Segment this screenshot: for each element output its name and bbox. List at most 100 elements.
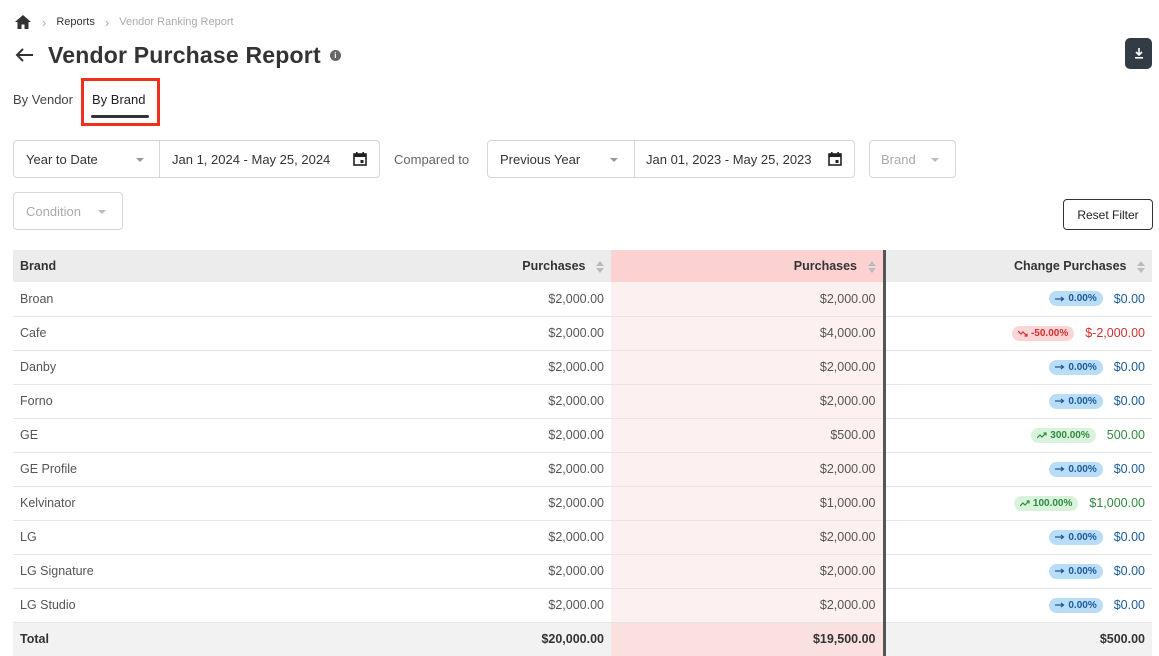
- change-percent: -50.00%: [1030, 327, 1069, 339]
- purchases-current-cell: $2,000.00: [314, 520, 611, 555]
- change-percent-badge: 0.00%: [1049, 461, 1103, 477]
- table-row[interactable]: GE $2,000.00 $500.00 300.00% 500.00: [13, 418, 1152, 453]
- change-percent-badge: 0.00%: [1049, 597, 1103, 613]
- total-change: $500.00: [884, 622, 1152, 656]
- change-cell: 0.00% $0.00: [884, 350, 1152, 385]
- change-amount: $0.00: [1113, 291, 1145, 306]
- period-select[interactable]: Year to Date: [13, 140, 160, 178]
- change-amount: $0.00: [1113, 462, 1145, 476]
- brand-placeholder: Brand: [881, 151, 916, 167]
- brand-cell: GE Profile: [13, 452, 314, 487]
- purchases-previous-cell: $2,000.00: [611, 452, 886, 487]
- change-percent-badge: 0.00%: [1049, 529, 1103, 545]
- column-header-purchases-previous[interactable]: Purchases: [611, 250, 886, 282]
- download-button[interactable]: [1125, 38, 1152, 69]
- purchases-current-cell: $2,000.00: [314, 486, 611, 521]
- change-percent-badge: -50.00%: [1011, 325, 1075, 341]
- brand-cell: GE: [13, 418, 314, 453]
- table-row[interactable]: LG $2,000.00 $2,000.00 0.00% $0.00: [13, 520, 1152, 555]
- change-amount: $0.00: [1113, 394, 1145, 408]
- purchases-previous-cell: $2,000.00: [611, 350, 886, 385]
- purchases-previous-cell: $2,000.00: [611, 588, 886, 623]
- table-header-row: Brand Purchases Purchases Change Purchas…: [13, 250, 1152, 282]
- table-row[interactable]: Kelvinator $2,000.00 $1,000.00 100.00% $1,00…: [13, 486, 1152, 521]
- column-label: Purchases: [793, 259, 858, 273]
- change-percent-badge: 0.00%: [1049, 393, 1103, 409]
- caret-down-icon: [931, 158, 939, 162]
- purchases-previous-cell: $2,000.00: [611, 282, 886, 317]
- purchases-current-cell: $2,000.00: [314, 282, 611, 317]
- purchases-current-cell: $2,000.00: [314, 316, 611, 351]
- sort-icon[interactable]: [596, 260, 604, 273]
- trend-flat-icon: [1055, 568, 1065, 574]
- change-amount: $1,000.00: [1089, 496, 1145, 510]
- brand-cell: LG: [13, 520, 314, 555]
- download-icon: [1134, 48, 1143, 59]
- table-row[interactable]: GE Profile $2,000.00 $2,000.00 0.00% $0.00: [13, 452, 1152, 487]
- change-percent: 0.00%: [1068, 361, 1097, 373]
- change-percent-badge: 0.00%: [1049, 291, 1103, 307]
- table-row[interactable]: Cafe $2,000.00 $4,000.00 -50.00% $-2,000.00: [13, 316, 1152, 351]
- column-header-purchases-current[interactable]: Purchases: [314, 250, 611, 282]
- change-percent-badge: 0.00%: [1049, 359, 1103, 375]
- brand-cell: Kelvinator: [13, 486, 314, 521]
- table-row[interactable]: LG Signature $2,000.00 $2,000.00 0.00% $0.00: [13, 554, 1152, 589]
- purchases-previous-cell: $4,000.00: [611, 316, 886, 351]
- highlight-box: By Brand: [81, 78, 160, 126]
- change-percent: 0.00%: [1068, 565, 1097, 577]
- breadcrumb: › Reports › Vendor Ranking Report: [14, 13, 234, 31]
- period-value: Year to Date: [26, 151, 98, 167]
- reset-filter-button[interactable]: Reset Filter: [1063, 199, 1153, 230]
- sort-icon[interactable]: [1137, 260, 1145, 273]
- purchases-current-cell: $2,000.00: [314, 384, 611, 419]
- compare-date-range-picker[interactable]: Jan 01, 2023 - May 25, 2023: [634, 140, 855, 178]
- sort-icon[interactable]: [867, 260, 876, 273]
- change-percent: 0.00%: [1068, 293, 1097, 305]
- compare-period-value: Previous Year: [500, 151, 581, 167]
- purchases-current-cell: $2,000.00: [314, 452, 611, 487]
- change-amount: $0.00: [1113, 564, 1145, 578]
- table-row[interactable]: Danby $2,000.00 $2,000.00 0.00% $0.00: [13, 350, 1152, 385]
- compare-period-select[interactable]: Previous Year: [487, 140, 635, 178]
- change-cell: 0.00% $0.00: [884, 452, 1152, 487]
- change-amount: $0.00: [1113, 360, 1145, 374]
- table-row[interactable]: Forno $2,000.00 $2,000.00 0.00% $0.00: [13, 384, 1152, 419]
- page-title: Vendor Purchase Report: [48, 41, 321, 68]
- brand-purchase-table: Brand Purchases Purchases Change Purchas…: [13, 250, 1152, 656]
- chevron-right-icon: ›: [104, 14, 110, 30]
- change-amount: 500.00: [1106, 428, 1145, 442]
- total-current: $20,000.00: [314, 622, 611, 656]
- change-cell: 0.00% $0.00: [884, 384, 1152, 419]
- column-header-change-purchases[interactable]: Change Purchases: [884, 250, 1152, 282]
- change-percent-badge: 100.00%: [1013, 495, 1079, 511]
- date-range-picker[interactable]: Jan 1, 2024 - May 25, 2024: [159, 140, 380, 178]
- condition-select[interactable]: Condition: [13, 192, 123, 230]
- date-range-value: Jan 1, 2024 - May 25, 2024: [172, 151, 331, 167]
- tab-by-brand[interactable]: By Brand: [92, 92, 146, 107]
- change-percent: 300.00%: [1050, 429, 1090, 441]
- column-header-brand[interactable]: Brand: [13, 250, 314, 282]
- home-icon[interactable]: [14, 14, 32, 30]
- brand-select[interactable]: Brand: [869, 140, 956, 178]
- breadcrumb-vendor-ranking[interactable]: Vendor Ranking Report: [119, 16, 234, 28]
- trend-up-icon: [1019, 499, 1030, 507]
- brand-cell: Cafe: [13, 316, 314, 351]
- change-cell: 0.00% $0.00: [884, 588, 1152, 623]
- condition-placeholder: Condition: [26, 203, 81, 219]
- trend-down-icon: [1017, 330, 1028, 337]
- calendar-icon: [353, 152, 367, 166]
- table-row[interactable]: LG Studio $2,000.00 $2,000.00 0.00% $0.00: [13, 588, 1152, 623]
- table-row[interactable]: Broan $2,000.00 $2,000.00 0.00% $0.00: [13, 282, 1152, 317]
- calendar-icon: [828, 152, 842, 166]
- breadcrumb-reports[interactable]: Reports: [56, 16, 95, 28]
- info-icon[interactable]: i: [329, 49, 341, 61]
- back-arrow-icon[interactable]: [14, 47, 34, 63]
- trend-flat-icon: [1055, 602, 1065, 608]
- caret-down-icon: [136, 158, 144, 162]
- change-percent: 0.00%: [1068, 599, 1097, 611]
- tab-by-vendor[interactable]: By Vendor: [13, 92, 73, 107]
- brand-cell: LG Signature: [13, 554, 314, 589]
- change-cell: 0.00% $0.00: [884, 520, 1152, 555]
- title-row: Vendor Purchase Report i: [14, 40, 341, 70]
- change-percent: 100.00%: [1032, 497, 1073, 509]
